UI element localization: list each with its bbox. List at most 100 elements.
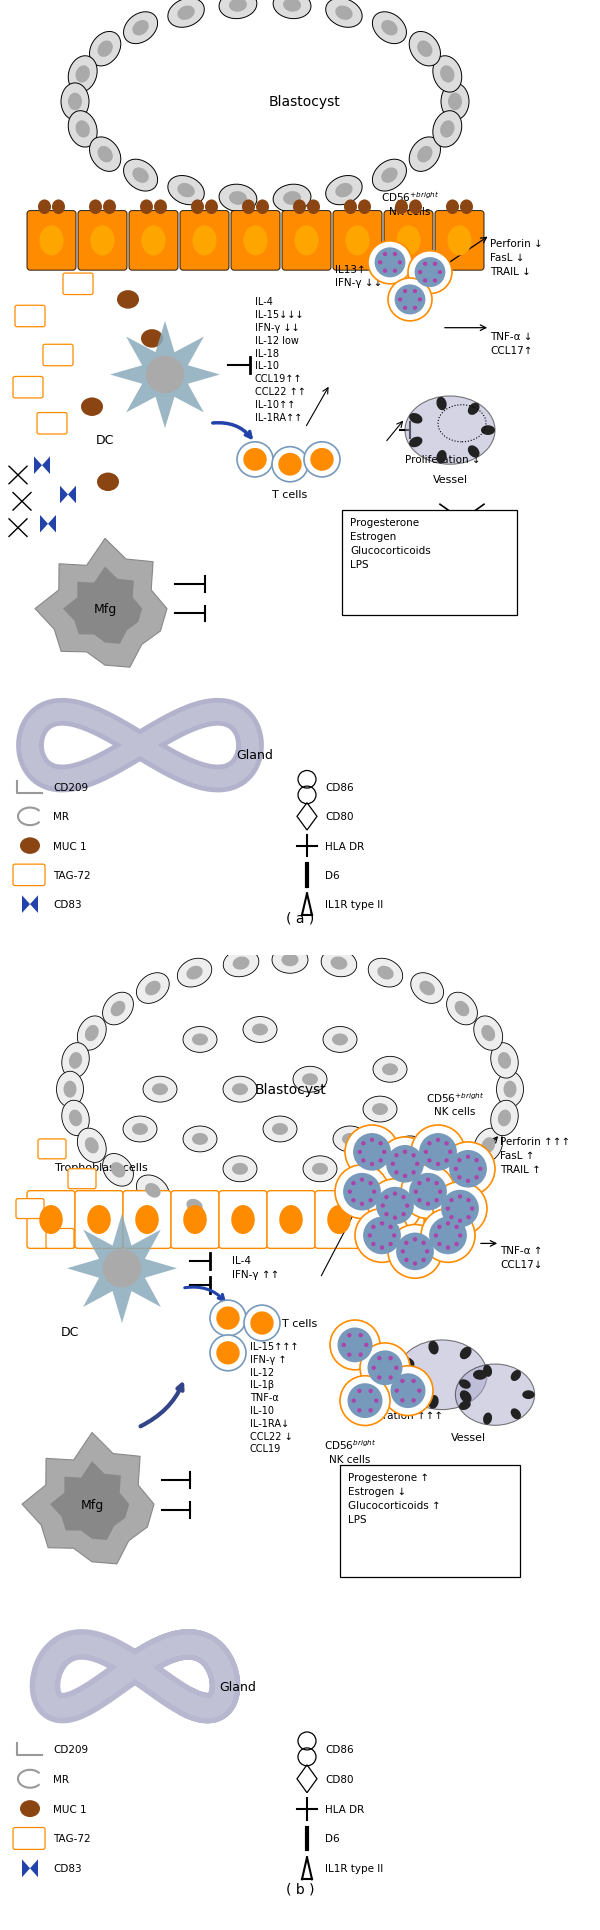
Circle shape [364, 1343, 368, 1347]
Circle shape [357, 1390, 362, 1393]
Circle shape [466, 1216, 471, 1220]
Text: Vessel: Vessel [433, 475, 467, 484]
Circle shape [404, 1241, 409, 1245]
Ellipse shape [395, 201, 408, 214]
Circle shape [363, 1218, 401, 1254]
Ellipse shape [481, 427, 495, 436]
Ellipse shape [381, 168, 398, 183]
Ellipse shape [281, 953, 299, 967]
Ellipse shape [321, 1202, 357, 1229]
Circle shape [380, 1204, 385, 1208]
Ellipse shape [103, 1154, 133, 1187]
Text: CD56$^{bright}$
NK cells: CD56$^{bright}$ NK cells [324, 1438, 376, 1463]
Circle shape [448, 1150, 452, 1154]
FancyBboxPatch shape [63, 274, 93, 295]
Circle shape [347, 1334, 352, 1337]
Text: IL1R type II: IL1R type II [325, 899, 383, 909]
Ellipse shape [459, 1380, 471, 1390]
Ellipse shape [372, 1104, 388, 1116]
Ellipse shape [283, 0, 301, 14]
Circle shape [429, 1218, 467, 1254]
Ellipse shape [468, 446, 479, 457]
Circle shape [466, 1154, 470, 1160]
Text: TAG-72: TAG-72 [53, 1834, 91, 1843]
Circle shape [434, 1199, 439, 1202]
Polygon shape [35, 538, 167, 668]
Ellipse shape [103, 201, 116, 214]
Circle shape [398, 297, 402, 303]
Ellipse shape [302, 1073, 318, 1087]
Circle shape [347, 1353, 352, 1357]
Ellipse shape [373, 160, 406, 191]
Ellipse shape [223, 950, 259, 977]
Polygon shape [42, 457, 50, 475]
Circle shape [423, 280, 427, 284]
Circle shape [386, 1144, 424, 1183]
Text: T cells: T cells [272, 490, 308, 500]
Ellipse shape [68, 112, 97, 149]
Circle shape [352, 1399, 356, 1403]
Circle shape [475, 1175, 479, 1179]
Ellipse shape [133, 168, 149, 183]
Circle shape [378, 261, 382, 264]
Circle shape [146, 357, 184, 394]
Ellipse shape [145, 1183, 161, 1199]
Circle shape [458, 1233, 463, 1237]
Ellipse shape [142, 226, 166, 257]
Ellipse shape [402, 1143, 418, 1156]
Circle shape [470, 1206, 475, 1212]
Ellipse shape [273, 0, 311, 19]
Ellipse shape [135, 1206, 159, 1235]
Ellipse shape [440, 66, 454, 83]
Ellipse shape [281, 1212, 299, 1226]
Circle shape [383, 270, 387, 274]
Ellipse shape [98, 41, 113, 58]
Ellipse shape [69, 1052, 82, 1069]
Circle shape [368, 1199, 373, 1202]
Text: Progesterone
Estrogen
Glucocorticoids
LPS: Progesterone Estrogen Glucocorticoids LP… [350, 517, 431, 569]
Circle shape [478, 1168, 482, 1172]
FancyBboxPatch shape [13, 1828, 45, 1849]
Circle shape [388, 1243, 393, 1247]
Ellipse shape [244, 226, 268, 257]
Ellipse shape [123, 1116, 157, 1143]
Ellipse shape [243, 1017, 277, 1042]
Circle shape [466, 1179, 470, 1183]
Ellipse shape [483, 1365, 492, 1378]
Circle shape [446, 1245, 450, 1251]
Text: TNF-α ↑
CCL17↓: TNF-α ↑ CCL17↓ [500, 1245, 542, 1270]
Ellipse shape [381, 21, 398, 37]
Ellipse shape [91, 226, 115, 257]
Ellipse shape [511, 1370, 521, 1382]
Text: CD86: CD86 [325, 784, 353, 793]
Ellipse shape [168, 176, 205, 207]
Circle shape [395, 286, 425, 315]
Circle shape [401, 1195, 406, 1200]
FancyBboxPatch shape [68, 1170, 96, 1189]
Ellipse shape [409, 413, 422, 425]
Ellipse shape [89, 137, 121, 172]
Circle shape [475, 1158, 479, 1162]
Ellipse shape [154, 201, 167, 214]
Circle shape [425, 1249, 430, 1254]
FancyBboxPatch shape [15, 307, 45, 328]
Circle shape [412, 1399, 416, 1403]
Ellipse shape [233, 957, 250, 971]
Ellipse shape [192, 1133, 208, 1144]
Ellipse shape [178, 183, 195, 199]
Circle shape [449, 1150, 487, 1189]
Circle shape [368, 1390, 373, 1393]
Polygon shape [68, 486, 76, 504]
Circle shape [423, 262, 427, 266]
FancyBboxPatch shape [180, 212, 229, 270]
Circle shape [433, 280, 437, 284]
Ellipse shape [40, 226, 64, 257]
Text: TNF-α ↓
CCL17↑: TNF-α ↓ CCL17↑ [490, 332, 533, 355]
Ellipse shape [205, 201, 218, 214]
Ellipse shape [446, 1154, 478, 1187]
Circle shape [370, 1162, 374, 1166]
Circle shape [436, 1139, 440, 1143]
Circle shape [391, 1374, 425, 1409]
Circle shape [340, 1376, 390, 1426]
Circle shape [413, 307, 417, 311]
